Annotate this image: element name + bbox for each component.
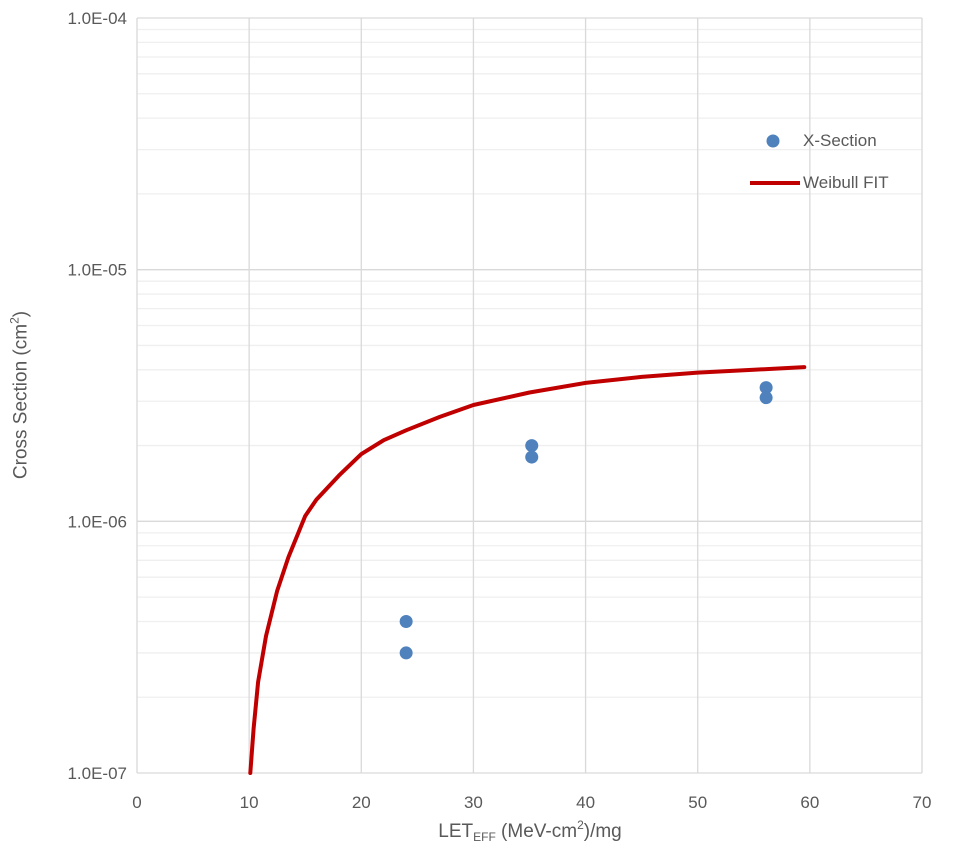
legend-marker-x-section [766,134,780,148]
x-label-superscript: 2 [577,818,584,832]
legend-label-weibull-fit: Weibull FIT [803,173,889,192]
y-label-superscript: 2 [7,317,22,324]
x-label-units: (MeV-cm [495,821,578,842]
y-label-main: Cross Section (cm [10,323,32,480]
y-tick-label: 1.0E-05 [67,261,127,280]
x-section-point [759,381,773,395]
x-label-end: )/mg [583,821,622,842]
x-section-point [399,646,413,660]
x-tick-label: 40 [576,793,595,812]
x-tick-label: 10 [240,793,259,812]
series-marks [248,365,807,775]
grid [137,17,923,773]
x-section-point [759,391,773,405]
axes [136,18,922,774]
x-axis-label: LETEFF (MeV-cm2)/mg [0,818,976,844]
weibull-fit-line [248,365,807,775]
x-section-point [525,439,539,453]
tick-labels: 1.0E-07 1.0E-06 1.0E-05 1.0E-04 0 10 20 30 40 50 6… [67,9,931,812]
x-tick-label: 0 [132,793,141,812]
y-tick-label: 1.0E-06 [67,512,127,531]
x-section-point [525,450,539,464]
x-tick-label: 50 [688,793,707,812]
y-axis-label: Cross Section (cm2) [8,311,33,479]
legend [750,134,800,185]
x-tick-label: 60 [800,793,819,812]
x-tick-label: 20 [352,793,371,812]
x-tick-label: 70 [913,793,932,812]
x-section-point [399,614,413,628]
x-label-subscript: EFF [473,830,496,844]
legend-label-x-section: X-Section [803,131,877,150]
x-label-main: LET [438,821,474,842]
y-tick-label: 1.0E-07 [67,764,127,783]
x-tick-label: 30 [464,793,483,812]
y-tick-label: 1.0E-04 [67,9,127,28]
y-label-end: ) [10,310,32,318]
